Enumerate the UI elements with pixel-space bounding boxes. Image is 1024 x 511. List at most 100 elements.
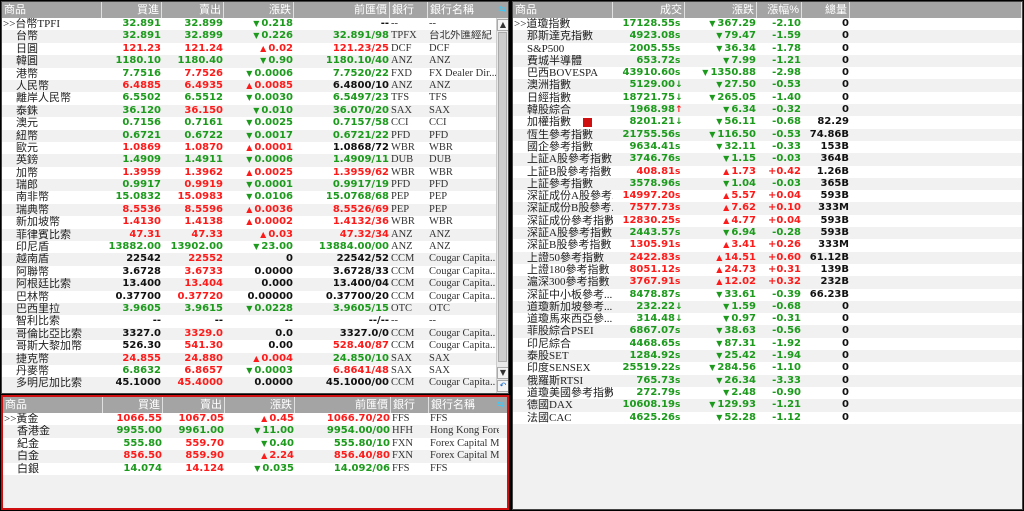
table-row[interactable]: 深証成份A股參考... 14997.20s ▲ 5.57 +0.04 593B	[513, 190, 1022, 203]
table-row[interactable]: >>台幣TPFI 32.891 32.899 ▼ 0.218 -- -- --	[2, 18, 508, 31]
table-row[interactable]: 人民幣 6.4885 6.4935 ▲ 0.0085 6.4800/10 ANZ ANZ	[2, 79, 508, 93]
refresh-icon[interactable]: ↶	[497, 380, 508, 392]
column-header[interactable]: 銀行	[390, 2, 428, 18]
forex-scrollbar[interactable]: ⇆ ▲ ▼ ↶	[496, 2, 508, 393]
table-row[interactable]: 深証A股參考指數 2443.57s ▼ 6.94 -0.28 593B	[513, 227, 1022, 240]
table-row[interactable]: 恆生參考指數 21755.56s ▼ 116.50 -0.53 74.86B	[513, 128, 1022, 141]
table-row[interactable]: 巴西里拉 3.9605 3.9615 ▼ 0.0228 3.9605/15 OTC OTC	[2, 302, 508, 316]
column-header[interactable]: 漲幅%	[757, 2, 802, 18]
column-header[interactable]: 銀行名稱	[428, 2, 498, 18]
table-row[interactable]: 法國CAC 4625.26s ▼ 52.28 -1.12 0	[513, 411, 1022, 424]
ask-price: 1067.05	[178, 413, 224, 424]
table-row[interactable]: 費城半導體 653.72s ▼ 7.99 -1.21 0	[513, 54, 1022, 68]
swap-icon[interactable]: ⇆	[496, 2, 508, 18]
table-row[interactable]: S&P500 2005.55s ▼ 36.34 -1.78 0	[513, 42, 1022, 55]
table-row[interactable]: 上証B股參考指數 408.81s ▲ 1.73 +0.42 1.26B	[513, 165, 1022, 178]
table-row[interactable]: 巴西BOVESPA 43910.60s ▼ 1350.88 -2.98 0	[513, 67, 1022, 80]
column-header[interactable]: 前匯價	[295, 397, 391, 413]
table-row[interactable]: 瑞典幣 8.5536 8.5596 ▲ 0.0036 8.5526/69 PEP PEP	[2, 203, 508, 217]
table-row[interactable]: 日圓 121.23 121.24 ▲ 0.02 121.23/25 DCF DCF	[2, 42, 508, 56]
column-header[interactable]: 商品	[2, 2, 102, 18]
table-row[interactable]: 新加坡幣 1.4130 1.4138 ▲ 0.0002 1.4132/36 WBR WBR	[2, 216, 508, 229]
table-row[interactable]: 白銀 14.074 14.124 ▼ 0.035 14.092/06 FFS FFS	[3, 462, 507, 475]
table-row[interactable]: 道瓊美國參考指數 272.79s ▼ 2.48 -0.90 0	[513, 386, 1022, 400]
table-row[interactable]: 泰股SET 1284.92s ▼ 25.42 -1.94 0	[513, 350, 1022, 363]
table-row[interactable]: 上証參考指數 3578.96s ▼ 1.04 -0.03 365B	[513, 177, 1022, 191]
table-row[interactable]: 上證180參考指數 8051.12s ▲ 24.73 +0.31 139B	[513, 263, 1022, 277]
change-cell: ▼ 1.15	[685, 153, 757, 165]
table-row[interactable]: 離岸人民幣 6.5502 6.5512 ▼ 0.0030 6.5497/23 TFS TFS	[2, 92, 508, 105]
column-header[interactable]: 漲跌	[225, 397, 295, 413]
table-row[interactable]: 泰銖 36.120 36.150 ▼ 0.010 36.070/20 SAX SAX	[2, 104, 508, 118]
bid-price: 22542	[126, 253, 161, 265]
table-row[interactable]: 深証成份參考指數 12830.25s ▲ 4.77 +0.04 593B	[513, 214, 1022, 228]
table-row[interactable]: 南非幣 15.0832 15.0983 ▼ 0.0106 15.0768/68 PEP PEP	[2, 191, 508, 204]
table-row[interactable]: 菲股綜合PSEI 6867.07s ▼ 38.63 -0.56 0	[513, 325, 1022, 338]
table-row[interactable]: 深証中小板參考... 8478.87s ▼ 33.61 -0.39 66.23B	[513, 288, 1022, 301]
table-row[interactable]: 智利比索 -- -- -- --/-- -- --	[2, 315, 508, 328]
table-row[interactable]: 滬深300參考指數 3767.91s ▲ 12.02 +0.32 232B	[513, 276, 1022, 289]
table-row[interactable]: 韓圓 1180.10 1180.40 ▼ 0.90 1180.10/40 ANZ ANZ	[2, 55, 508, 68]
table-row[interactable]: 澳元 0.7156 0.7161 ▼ 0.0025 0.7157/58 CCI CCI	[2, 117, 508, 130]
column-header[interactable]: 賣出	[162, 2, 224, 18]
column-header[interactable]: 銀行	[391, 397, 429, 413]
table-row[interactable]: 哥倫比亞比索 3327.0 3329.0 0.0 3327.0/0 CCM Cougar C…	[2, 327, 508, 341]
table-row[interactable]: 澳洲指數 5129.00↓ ▼ 27.50 -0.53 0	[513, 79, 1022, 92]
table-row[interactable]: 港幣 7.7516 7.7526 ▼ 0.0006 7.7520/22 FXD FX Deal…	[2, 67, 508, 80]
table-row[interactable]: 歐元 1.0869 1.0870 ▲ 0.0001 1.0868/72 WBR WBR	[2, 141, 508, 155]
column-header[interactable]: 漲跌	[224, 2, 294, 18]
column-header[interactable]: 銀行名稱	[429, 397, 499, 413]
table-row[interactable]: 道瓊馬來西亞參... 314.48↓ ▼ 0.97 -0.31 0	[513, 313, 1022, 326]
table-row[interactable]: 香港金 9955.00 9961.00 ▼ 11.00 9954.00/00 HFH Hong…	[3, 425, 507, 438]
table-row[interactable]: 瑞郎 0.9917 0.9919 ▼ 0.0001 0.9917/19 PFD PFD	[2, 179, 508, 192]
swap-icon[interactable]: ⇆	[495, 397, 507, 413]
table-row[interactable]: 加幣 1.3959 1.3962 ▲ 0.0025 1.3959/62 WBR WBR	[2, 166, 508, 180]
table-row[interactable]: 英鎊 1.4909 1.4911 ▼ 0.0006 1.4909/11 DUB DUB	[2, 154, 508, 167]
table-row[interactable]: 道瓊新加坡參考... 232.22↓ ▼ 1.59 -0.68 0	[513, 300, 1022, 314]
column-header[interactable]: 賣出	[163, 397, 225, 413]
column-header[interactable]: 買進	[102, 2, 162, 18]
table-row[interactable]: 台幣 32.891 32.899 ▼ 0.226 32.891/98 TPFX 台北外匯經紀	[2, 30, 508, 43]
table-row[interactable]: 多明尼加比索 45.1000 45.4000 0.0000 45.1000/00 CCM C…	[2, 377, 508, 390]
scroll-down-icon[interactable]: ▼	[497, 367, 508, 379]
table-row[interactable]: 印尼綜合 4468.65s ▼ 87.31 -1.92 0	[513, 337, 1022, 351]
table-row[interactable]: 那斯達克指數 4923.08s ▼ 79.47 -1.59 0	[513, 30, 1022, 43]
last-trade-value: 4923.08	[629, 30, 675, 42]
table-row[interactable]: 深証成份B股參考... 7577.73s ▲ 7.62 +0.10 333M	[513, 202, 1022, 215]
table-row[interactable]: 日經指數 18721.75↓ ▼ 265.05 -1.40 0	[513, 91, 1022, 105]
table-row[interactable]: >>道瓊指數 17128.55s ▼ 367.29 -2.10 0	[513, 18, 1022, 31]
table-row[interactable]: 捷克幣 24.855 24.880 ▲ 0.004 24.850/10 SAX SAX	[2, 352, 508, 365]
table-row[interactable]: 白金 856.50 859.90 ▲ 2.24 856.40/80 FXN Forex Cap…	[3, 450, 507, 463]
table-row[interactable]: 巴林幣 0.37700 0.37720 0.00000 0.37700/20 CCM Cou…	[2, 290, 508, 303]
table-row[interactable]: 紐幣 0.6721 0.6722 ▼ 0.0017 0.6721/22 PFD PFD	[2, 129, 508, 142]
table-row[interactable]: 越南盾 22542 22552 0 22542/52 CCM Cougar Capita..…	[2, 253, 508, 266]
column-header[interactable]: 前匯價	[294, 2, 390, 18]
column-header[interactable]: 商品	[513, 2, 613, 18]
table-row[interactable]: 加權指數 8201.21↓ ▼ 56.11 -0.68 82.29	[513, 116, 1022, 129]
table-row[interactable]: 上証A股參考指數 3746.76s ▼ 1.15 -0.03 364B	[513, 153, 1022, 166]
scroll-up-icon[interactable]: ▲	[497, 19, 508, 31]
table-row[interactable]: 印尼盾 13882.00 13902.00 ▼ 23.00 13884.00/00 ANZ A…	[2, 241, 508, 254]
column-header[interactable]: 商品	[3, 397, 103, 413]
table-row[interactable]: 哥斯大黎加幣 526.30 541.30 0.00 528.40/87 CCM Cougar…	[2, 340, 508, 353]
table-row[interactable]: 丹麥幣 6.8632 6.8657 ▼ 0.0003 6.8641/48 SAX SAX	[2, 364, 508, 378]
table-row[interactable]: 阿根廷比索 13.400 13.404 0.000 13.400/04 CCM Cougar…	[2, 278, 508, 291]
table-row[interactable]: 紀金 555.80 559.70 ▼ 0.40 555.80/10 FXN Forex Cap…	[3, 437, 507, 451]
table-row[interactable]: 深証B股參考指數 1305.91s ▲ 3.41 +0.26 333M	[513, 239, 1022, 252]
scroll-thumb[interactable]	[498, 32, 507, 362]
table-row[interactable]: 印度SENSEX 25519.22s ▼ 284.56 -1.10 0	[513, 362, 1022, 375]
table-row[interactable]: 俄羅斯RTSI 765.73s ▼ 26.34 -3.33 0	[513, 374, 1022, 387]
table-row[interactable]: 上證50參考指數 2422.83s ▲ 14.51 +0.60 61.12B	[513, 251, 1022, 264]
table-row[interactable]: 韓股綜合 1968.98↑ ▼ 6.34 -0.32 0	[513, 104, 1022, 117]
bank-name: PFD	[429, 179, 449, 191]
column-header[interactable]: 總量	[802, 2, 850, 18]
column-header[interactable]: 成交	[613, 2, 685, 18]
column-header[interactable]: 買進	[103, 397, 163, 413]
column-header[interactable]: 漲跌	[685, 2, 757, 18]
table-row[interactable]: 國企參考指數 9634.41s ▼ 32.11 -0.33 153B	[513, 140, 1022, 154]
table-row[interactable]: 菲律賓比索 47.31 47.33 ▲ 0.03 47.32/34 ANZ ANZ	[2, 228, 508, 242]
table-row[interactable]: >>黃金 1066.55 1067.05 ▲ 0.45 1066.70/20 FFS FFS	[3, 413, 507, 426]
table-row[interactable]: 阿聯幣 3.6728 3.6733 0.0000 3.6728/33 CCM Cougar …	[2, 265, 508, 279]
table-row[interactable]: 德國DAX 10608.19s ▼ 129.93 -1.21 0	[513, 399, 1022, 412]
alert-badge-icon[interactable]	[583, 118, 592, 128]
